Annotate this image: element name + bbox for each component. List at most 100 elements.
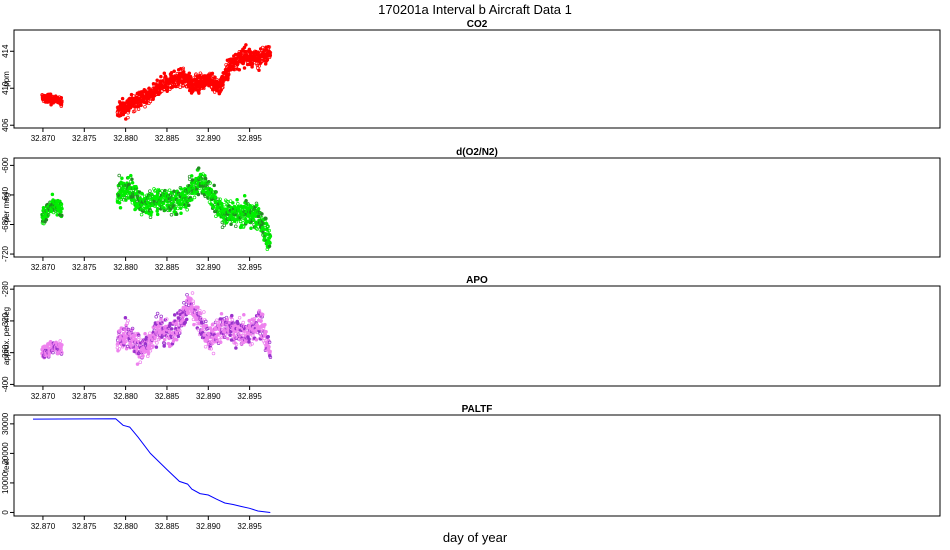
data-point [231,201,235,205]
data-point [46,211,50,215]
data-point [148,189,152,193]
data-point [159,314,163,319]
plot-frame [13,157,941,258]
data-point [176,316,181,320]
x-tick-label: 32.885 [155,134,180,143]
data-point [154,315,158,319]
y-axis-label: feet [2,458,11,472]
data-point [187,71,192,76]
data-point [124,194,128,198]
data-point [267,228,271,233]
data-point [236,202,240,206]
data-point [260,212,264,216]
data-point [265,228,270,232]
data-point [196,166,201,170]
data-point [174,212,179,216]
data-point [162,341,167,346]
data-point [244,49,248,54]
data-point [59,210,63,214]
data-point [60,99,64,103]
data-point [241,320,245,325]
y-tick-label: 20000 [1,442,10,465]
data-point [218,197,222,202]
data-point [137,335,141,339]
data-point [60,206,64,211]
data-point [172,313,177,317]
data-point [202,86,206,91]
data-point [60,213,64,218]
data-point [222,223,226,228]
x-tick-label: 32.880 [113,392,138,401]
data-point [132,109,137,113]
data-point [50,192,55,197]
data-point [174,337,179,342]
data-point [220,86,224,90]
y-tick-label: -360 [1,344,10,361]
x-tick-label: 32.885 [155,522,180,531]
data-point [191,301,195,306]
data-point [172,69,176,73]
data-point [169,71,174,75]
data-point [229,68,233,72]
data-point [201,172,205,176]
data-point [179,187,183,191]
data-point [264,216,268,221]
data-point [264,330,268,334]
data-point [198,312,203,316]
x-tick-label: 32.875 [72,392,97,401]
data-points [40,291,273,366]
data-point [198,308,202,313]
data-point [169,327,174,331]
data-point [247,340,251,344]
data-point [58,339,62,343]
data-point [151,344,155,348]
data-point [197,321,201,326]
data-point [268,50,273,55]
data-point [250,342,254,346]
data-point [185,207,189,212]
data-point [255,203,259,207]
data-point [149,210,154,214]
data-point [46,213,51,217]
data-point [224,207,229,211]
panel-apo: APO approx. per meg 32.870 32.875 32.880 32.8… [1,275,941,401]
data-point [221,82,225,87]
data-point [197,91,201,95]
data-point [59,104,64,108]
data-point [139,212,144,217]
data-point [267,340,272,345]
data-point [59,95,64,100]
x-tick-label: 32.880 [113,134,138,143]
data-point [238,219,243,224]
data-point [155,206,160,211]
data-point [230,313,234,318]
data-point [188,74,193,79]
data-point [262,227,266,231]
data-point [218,340,223,345]
data-point [213,195,218,200]
data-point [186,311,190,315]
data-point [179,205,183,209]
data-point [126,115,130,120]
data-point [227,72,231,77]
data-point [256,50,260,54]
data-point [204,319,208,324]
x-axis-label: day of year [442,530,508,545]
y-tick-label: 414 [1,44,10,58]
data-point [123,338,127,343]
data-point [121,332,126,336]
data-point [234,342,239,347]
data-point [128,336,132,341]
y-tick-label: -640 [1,186,10,203]
data-point [213,75,217,80]
panel-title: d(O2/N2) [456,147,498,158]
data-point [218,319,223,324]
data-point [239,331,243,335]
x-tick-label: 32.895 [237,263,262,272]
data-point [268,355,273,359]
data-point [123,315,128,320]
data-point [237,315,242,320]
data-point [190,291,195,295]
data-point [211,351,216,356]
data-point [208,181,212,185]
